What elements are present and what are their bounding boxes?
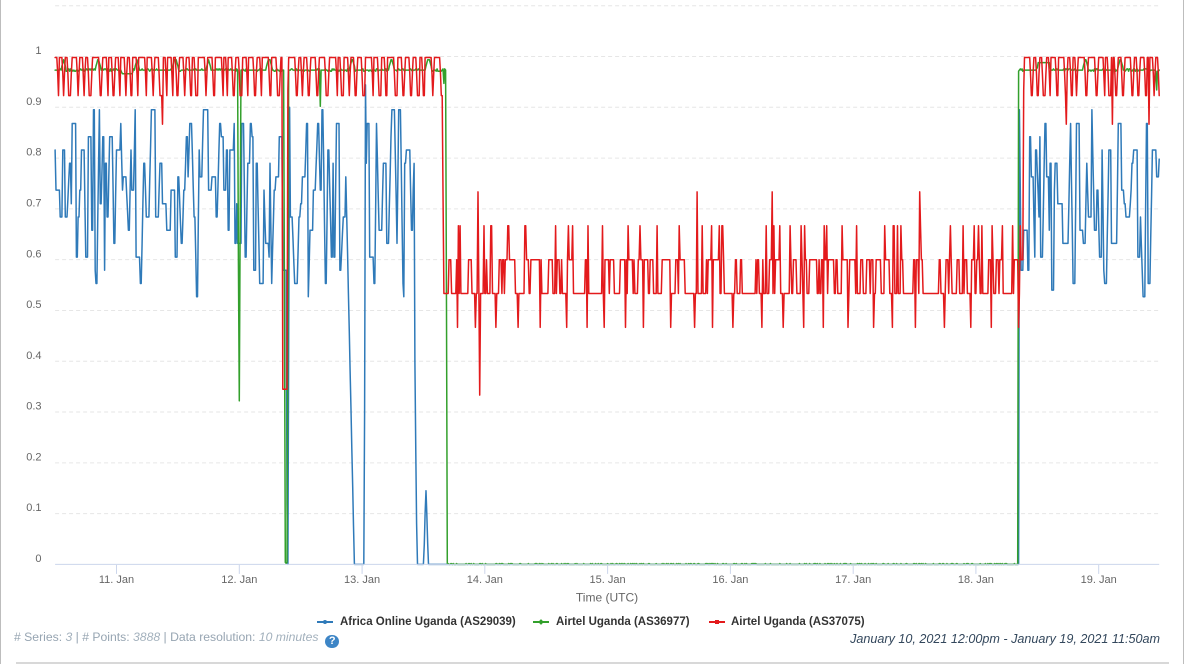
svg-text:16. Jan: 16. Jan: [712, 574, 748, 586]
svg-text:19. Jan: 19. Jan: [1081, 574, 1117, 586]
svg-text:0.5: 0.5: [26, 299, 41, 311]
svg-text:0.3: 0.3: [26, 401, 41, 413]
svg-text:17. Jan: 17. Jan: [835, 574, 871, 586]
svg-text:0.9: 0.9: [26, 96, 41, 108]
svg-text:0.1: 0.1: [26, 502, 41, 514]
svg-text:11. Jan: 11. Jan: [99, 574, 134, 586]
svg-text:12. Jan: 12. Jan: [221, 574, 257, 586]
svg-text:0.8: 0.8: [26, 147, 41, 159]
svg-text:Time (UTC): Time (UTC): [576, 591, 638, 605]
svg-text:0.4: 0.4: [26, 350, 41, 362]
svg-text:1: 1: [35, 45, 41, 57]
svg-text:0.7: 0.7: [26, 198, 41, 210]
svg-text:15. Jan: 15. Jan: [590, 574, 626, 586]
svg-text:0: 0: [35, 553, 41, 565]
svg-text:13. Jan: 13. Jan: [344, 574, 380, 586]
svg-text:14. Jan: 14. Jan: [467, 574, 503, 586]
svg-text:0.6: 0.6: [26, 248, 41, 260]
svg-text:18. Jan: 18. Jan: [958, 574, 994, 586]
svg-text:0.2: 0.2: [26, 451, 41, 463]
